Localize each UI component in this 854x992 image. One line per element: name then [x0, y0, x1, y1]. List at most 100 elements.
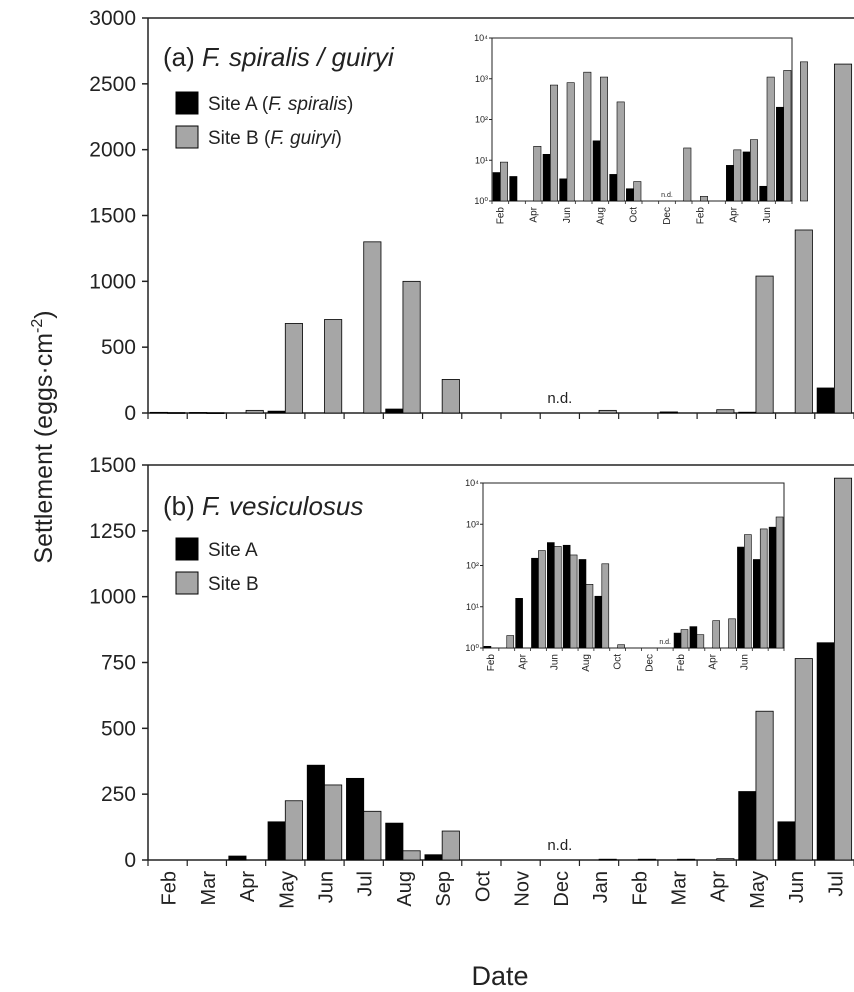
bar-site-a	[267, 410, 286, 414]
inset-bar-site-b	[569, 554, 578, 649]
inset-bar-site-b	[759, 528, 768, 649]
x-tick-label-month: Feb	[629, 871, 651, 905]
panel-b-chart: 0 250 500 750 1000 1250 1500 n.d. (b) F. vesicul…	[89, 454, 854, 872]
inset-x-tick-label: Feb	[695, 207, 706, 225]
panel-a-chart: 0 500 1000 1500 2000 2500 3000 n.d. (a) F. spira…	[89, 7, 854, 425]
inset-x-tick-label: Jun	[739, 654, 750, 670]
inset-x-tick-label: Jun	[762, 207, 773, 223]
x-tick-label-month: Jun	[786, 871, 808, 903]
bar-site-a	[267, 821, 286, 861]
inset-bar-site-a	[483, 645, 492, 649]
inset-x-tick-label: Dec	[644, 654, 655, 672]
inset-bar-site-a	[492, 172, 501, 202]
bar-site-b	[324, 784, 343, 861]
nd-label: n.d.	[547, 390, 572, 407]
legend-label-close: )	[335, 128, 341, 149]
inset-y-tick-label: 10¹	[475, 155, 488, 165]
x-tick-label-month: Jul	[355, 871, 377, 897]
inset-x-tick-label: Feb	[495, 207, 506, 225]
bar-site-b	[167, 412, 186, 414]
bar-site-b	[441, 379, 460, 414]
legend-swatch-site-a	[175, 91, 199, 115]
bar-site-b	[363, 810, 382, 861]
inset-y-tick-label: 10²	[475, 115, 488, 125]
inset-x-tick-label: Apr	[729, 206, 740, 222]
y-tick-label: 500	[101, 336, 136, 359]
x-tick-label-month: Apr	[237, 871, 259, 902]
inset-bar-site-b	[750, 139, 758, 202]
inset-y-tick-label: 10²	[466, 561, 479, 571]
inset-x-tick-label: Feb	[676, 654, 687, 672]
x-tick-label-month: Nov	[512, 871, 534, 907]
inset-bar-site-b	[744, 534, 752, 649]
panel-title: (a) F. spiralis / guiryi	[163, 42, 395, 72]
x-tick-label-month: Mar	[198, 871, 220, 906]
inset-bar-site-b	[728, 618, 736, 649]
inset-bar-site-a	[592, 140, 601, 202]
inset-nd-label: n.d.	[661, 192, 673, 199]
inset-bar-site-a	[559, 178, 568, 202]
y-tick-label: 1500	[89, 205, 136, 228]
x-tick-label-month: Oct	[472, 871, 494, 903]
bar-site-a	[424, 854, 443, 861]
bar-site-b	[284, 323, 303, 414]
inset-bar-site-a	[594, 595, 603, 649]
inset-bar-site-a	[752, 559, 761, 649]
bar-site-b	[716, 409, 735, 414]
y-tick-label: 500	[101, 717, 136, 740]
inset-bar-site-a	[776, 106, 784, 202]
inset-bar-site-b	[617, 644, 625, 649]
inset-y-tick-label: 10⁴	[474, 33, 488, 43]
inset-frame	[491, 37, 793, 202]
inset-bar-site-a	[547, 542, 555, 649]
bar-site-a	[385, 408, 404, 414]
x-tick-label-month: Jul	[825, 871, 847, 897]
y-tick-label: 1500	[89, 454, 136, 477]
y-axis-title-exponent: -2	[29, 319, 46, 333]
bar-site-b	[833, 63, 853, 414]
inset-bar-site-b	[783, 70, 792, 202]
inset-bar-site-a	[578, 559, 587, 649]
inset-bar-site-a	[737, 546, 745, 649]
legend-swatch-site-b	[175, 571, 199, 595]
x-tick-label-month: Apr	[708, 871, 730, 902]
inset-bar-site-b	[585, 584, 594, 649]
bar-site-a	[816, 642, 835, 861]
legend-label-text: Site A (	[208, 94, 269, 115]
inset-x-tick-label: Feb	[486, 654, 497, 672]
inset-x-tick-label: Aug	[581, 654, 592, 672]
bar-site-b	[755, 710, 774, 861]
nd-label: n.d.	[547, 837, 572, 854]
bar-site-b	[794, 229, 813, 414]
inset-bar-site-b	[550, 84, 558, 202]
inset-bar-site-b	[500, 161, 508, 202]
inset-bar-site-b	[538, 550, 546, 649]
bar-site-a	[306, 764, 325, 861]
bar-site-a	[738, 791, 757, 861]
x-tick-label-month: Mar	[669, 871, 691, 906]
bar-site-a	[228, 855, 247, 861]
bar-site-b	[637, 858, 656, 861]
inset-bar-site-b	[633, 181, 642, 202]
y-axis-title-close: )	[30, 310, 58, 318]
inset-x-tick-label: Aug	[595, 207, 606, 225]
inset-y-tick-label: 10⁴	[465, 478, 479, 488]
y-axis-title-text: Settlement (eggs·cm	[30, 333, 58, 564]
inset-bar-site-b	[506, 635, 515, 649]
bar-site-b	[402, 280, 421, 414]
legend-label: Site A	[208, 540, 258, 561]
inset-bar-site-b	[696, 634, 705, 649]
inset-x-tick-label: Apr	[529, 206, 540, 222]
inset-x-tick-label: Apr	[518, 653, 529, 669]
bar-site-a	[149, 411, 169, 414]
inset-bar-site-b	[766, 76, 775, 202]
bar-site-a	[816, 387, 835, 414]
x-tick-label-month: May	[747, 871, 769, 909]
inset-bar-site-a	[689, 626, 698, 649]
inset-bar-site-b	[712, 620, 720, 649]
inset-bar-site-a	[759, 185, 768, 202]
bar-site-b	[598, 409, 617, 414]
legend-swatch-site-b	[175, 125, 199, 149]
inset-bar-site-a	[562, 544, 571, 649]
inset-bar-site-a	[542, 153, 551, 202]
